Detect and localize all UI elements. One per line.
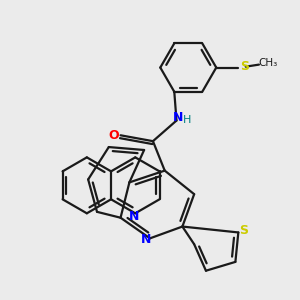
Text: CH₃: CH₃ (258, 58, 278, 68)
Text: N: N (129, 210, 139, 223)
Text: O: O (108, 129, 119, 142)
Text: H: H (183, 115, 191, 125)
Text: N: N (140, 233, 151, 246)
Text: S: S (240, 60, 249, 73)
Text: N: N (173, 110, 183, 124)
Text: S: S (239, 224, 248, 237)
